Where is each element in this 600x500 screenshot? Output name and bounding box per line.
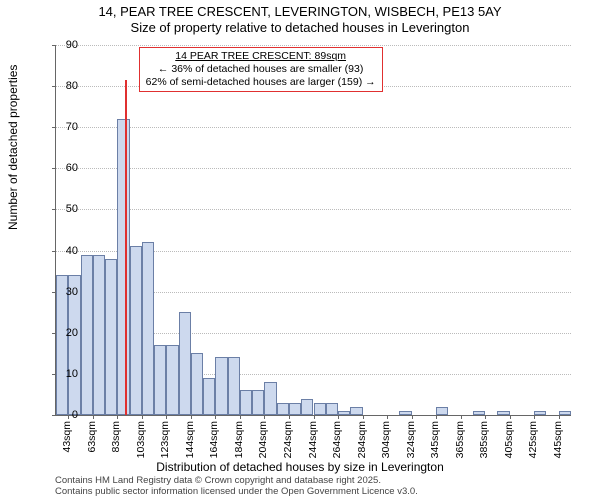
annotation-line: 62% of semi-detached houses are larger (… [146, 76, 376, 89]
xtick-label: 304sqm [380, 421, 392, 458]
ytick-label: 0 [48, 409, 78, 421]
xtick-label: 244sqm [307, 421, 319, 458]
histogram-bar [350, 407, 362, 415]
xtick-mark [314, 415, 315, 419]
ytick-label: 60 [48, 162, 78, 174]
xtick-label: 43sqm [61, 421, 73, 453]
histogram-bar [473, 411, 485, 415]
annotation-box: 14 PEAR TREE CRESCENT: 89sqm← 36% of det… [139, 47, 383, 92]
histogram-bar [301, 399, 313, 415]
ytick-label: 70 [48, 121, 78, 133]
x-axis-label: Distribution of detached houses by size … [0, 460, 600, 474]
xtick-mark [387, 415, 388, 419]
attribution-footer: Contains HM Land Registry data © Crown c… [55, 476, 418, 498]
xtick-mark [485, 415, 486, 419]
ytick-label: 40 [48, 245, 78, 257]
xtick-label: 63sqm [86, 421, 98, 453]
histogram-bar [179, 312, 191, 415]
xtick-label: 385sqm [478, 421, 490, 458]
histogram-bar [252, 390, 264, 415]
ytick-label: 50 [48, 203, 78, 215]
property-marker-line [125, 80, 127, 415]
xtick-mark [363, 415, 364, 419]
histogram-bar [399, 411, 411, 415]
xtick-label: 264sqm [331, 421, 343, 458]
xtick-mark [510, 415, 511, 419]
xtick-label: 405sqm [503, 421, 515, 458]
histogram-bar [497, 411, 509, 415]
xtick-label: 83sqm [110, 421, 122, 453]
histogram-bar [289, 403, 301, 415]
ytick-label: 80 [48, 80, 78, 92]
xtick-label: 164sqm [208, 421, 220, 458]
xtick-label: 184sqm [233, 421, 245, 458]
histogram-bar [534, 411, 546, 415]
xtick-label: 123sqm [159, 421, 171, 458]
annotation-line: ← 36% of detached houses are smaller (93… [146, 63, 376, 76]
ytick-label: 90 [48, 39, 78, 51]
xtick-label: 103sqm [135, 421, 147, 458]
histogram-bar [117, 119, 129, 415]
xtick-mark [338, 415, 339, 419]
histogram-bar [130, 246, 142, 415]
xtick-mark [559, 415, 560, 419]
histogram-bar [93, 255, 105, 415]
annotation-title: 14 PEAR TREE CRESCENT: 89sqm [146, 50, 376, 63]
xtick-label: 425sqm [527, 421, 539, 458]
xtick-mark [461, 415, 462, 419]
histogram-bar [105, 259, 117, 415]
xtick-label: 224sqm [282, 421, 294, 458]
histogram-bar [191, 353, 203, 415]
xtick-mark [142, 415, 143, 419]
gridline [56, 45, 571, 46]
xtick-mark [412, 415, 413, 419]
y-axis-label: Number of detached properties [6, 65, 20, 230]
xtick-mark [117, 415, 118, 419]
histogram-bar [240, 390, 252, 415]
xtick-mark [191, 415, 192, 419]
histogram-bar [215, 357, 227, 415]
ytick-label: 20 [48, 327, 78, 339]
xtick-mark [264, 415, 265, 419]
histogram-bar [166, 345, 178, 415]
xtick-label: 204sqm [257, 421, 269, 458]
xtick-mark [166, 415, 167, 419]
footer-line: Contains public sector information licen… [55, 487, 418, 498]
xtick-mark [93, 415, 94, 419]
xtick-mark [215, 415, 216, 419]
histogram-bar [81, 255, 93, 415]
histogram-bar [228, 357, 240, 415]
xtick-label: 345sqm [429, 421, 441, 458]
xtick-label: 445sqm [552, 421, 564, 458]
histogram-bar [338, 411, 350, 415]
gridline [56, 127, 571, 128]
histogram-bar [203, 378, 215, 415]
gridline [56, 209, 571, 210]
histogram-bar [559, 411, 571, 415]
histogram-plot: 14 PEAR TREE CRESCENT: 89sqm← 36% of det… [55, 45, 571, 416]
histogram-bar [314, 403, 326, 415]
xtick-mark [240, 415, 241, 419]
ytick-label: 10 [48, 368, 78, 380]
gridline [56, 168, 571, 169]
histogram-bar [154, 345, 166, 415]
histogram-bar [326, 403, 338, 415]
histogram-bar [277, 403, 289, 415]
xtick-label: 284sqm [356, 421, 368, 458]
page-title-address: 14, PEAR TREE CRESCENT, LEVERINGTON, WIS… [0, 4, 600, 19]
xtick-label: 324sqm [405, 421, 417, 458]
xtick-mark [534, 415, 535, 419]
xtick-label: 365sqm [454, 421, 466, 458]
histogram-bar [142, 242, 154, 415]
histogram-bar [436, 407, 448, 415]
xtick-mark [436, 415, 437, 419]
histogram-bar [264, 382, 276, 415]
page-subtitle: Size of property relative to detached ho… [0, 20, 600, 35]
ytick-label: 30 [48, 286, 78, 298]
xtick-mark [289, 415, 290, 419]
xtick-label: 144sqm [184, 421, 196, 458]
